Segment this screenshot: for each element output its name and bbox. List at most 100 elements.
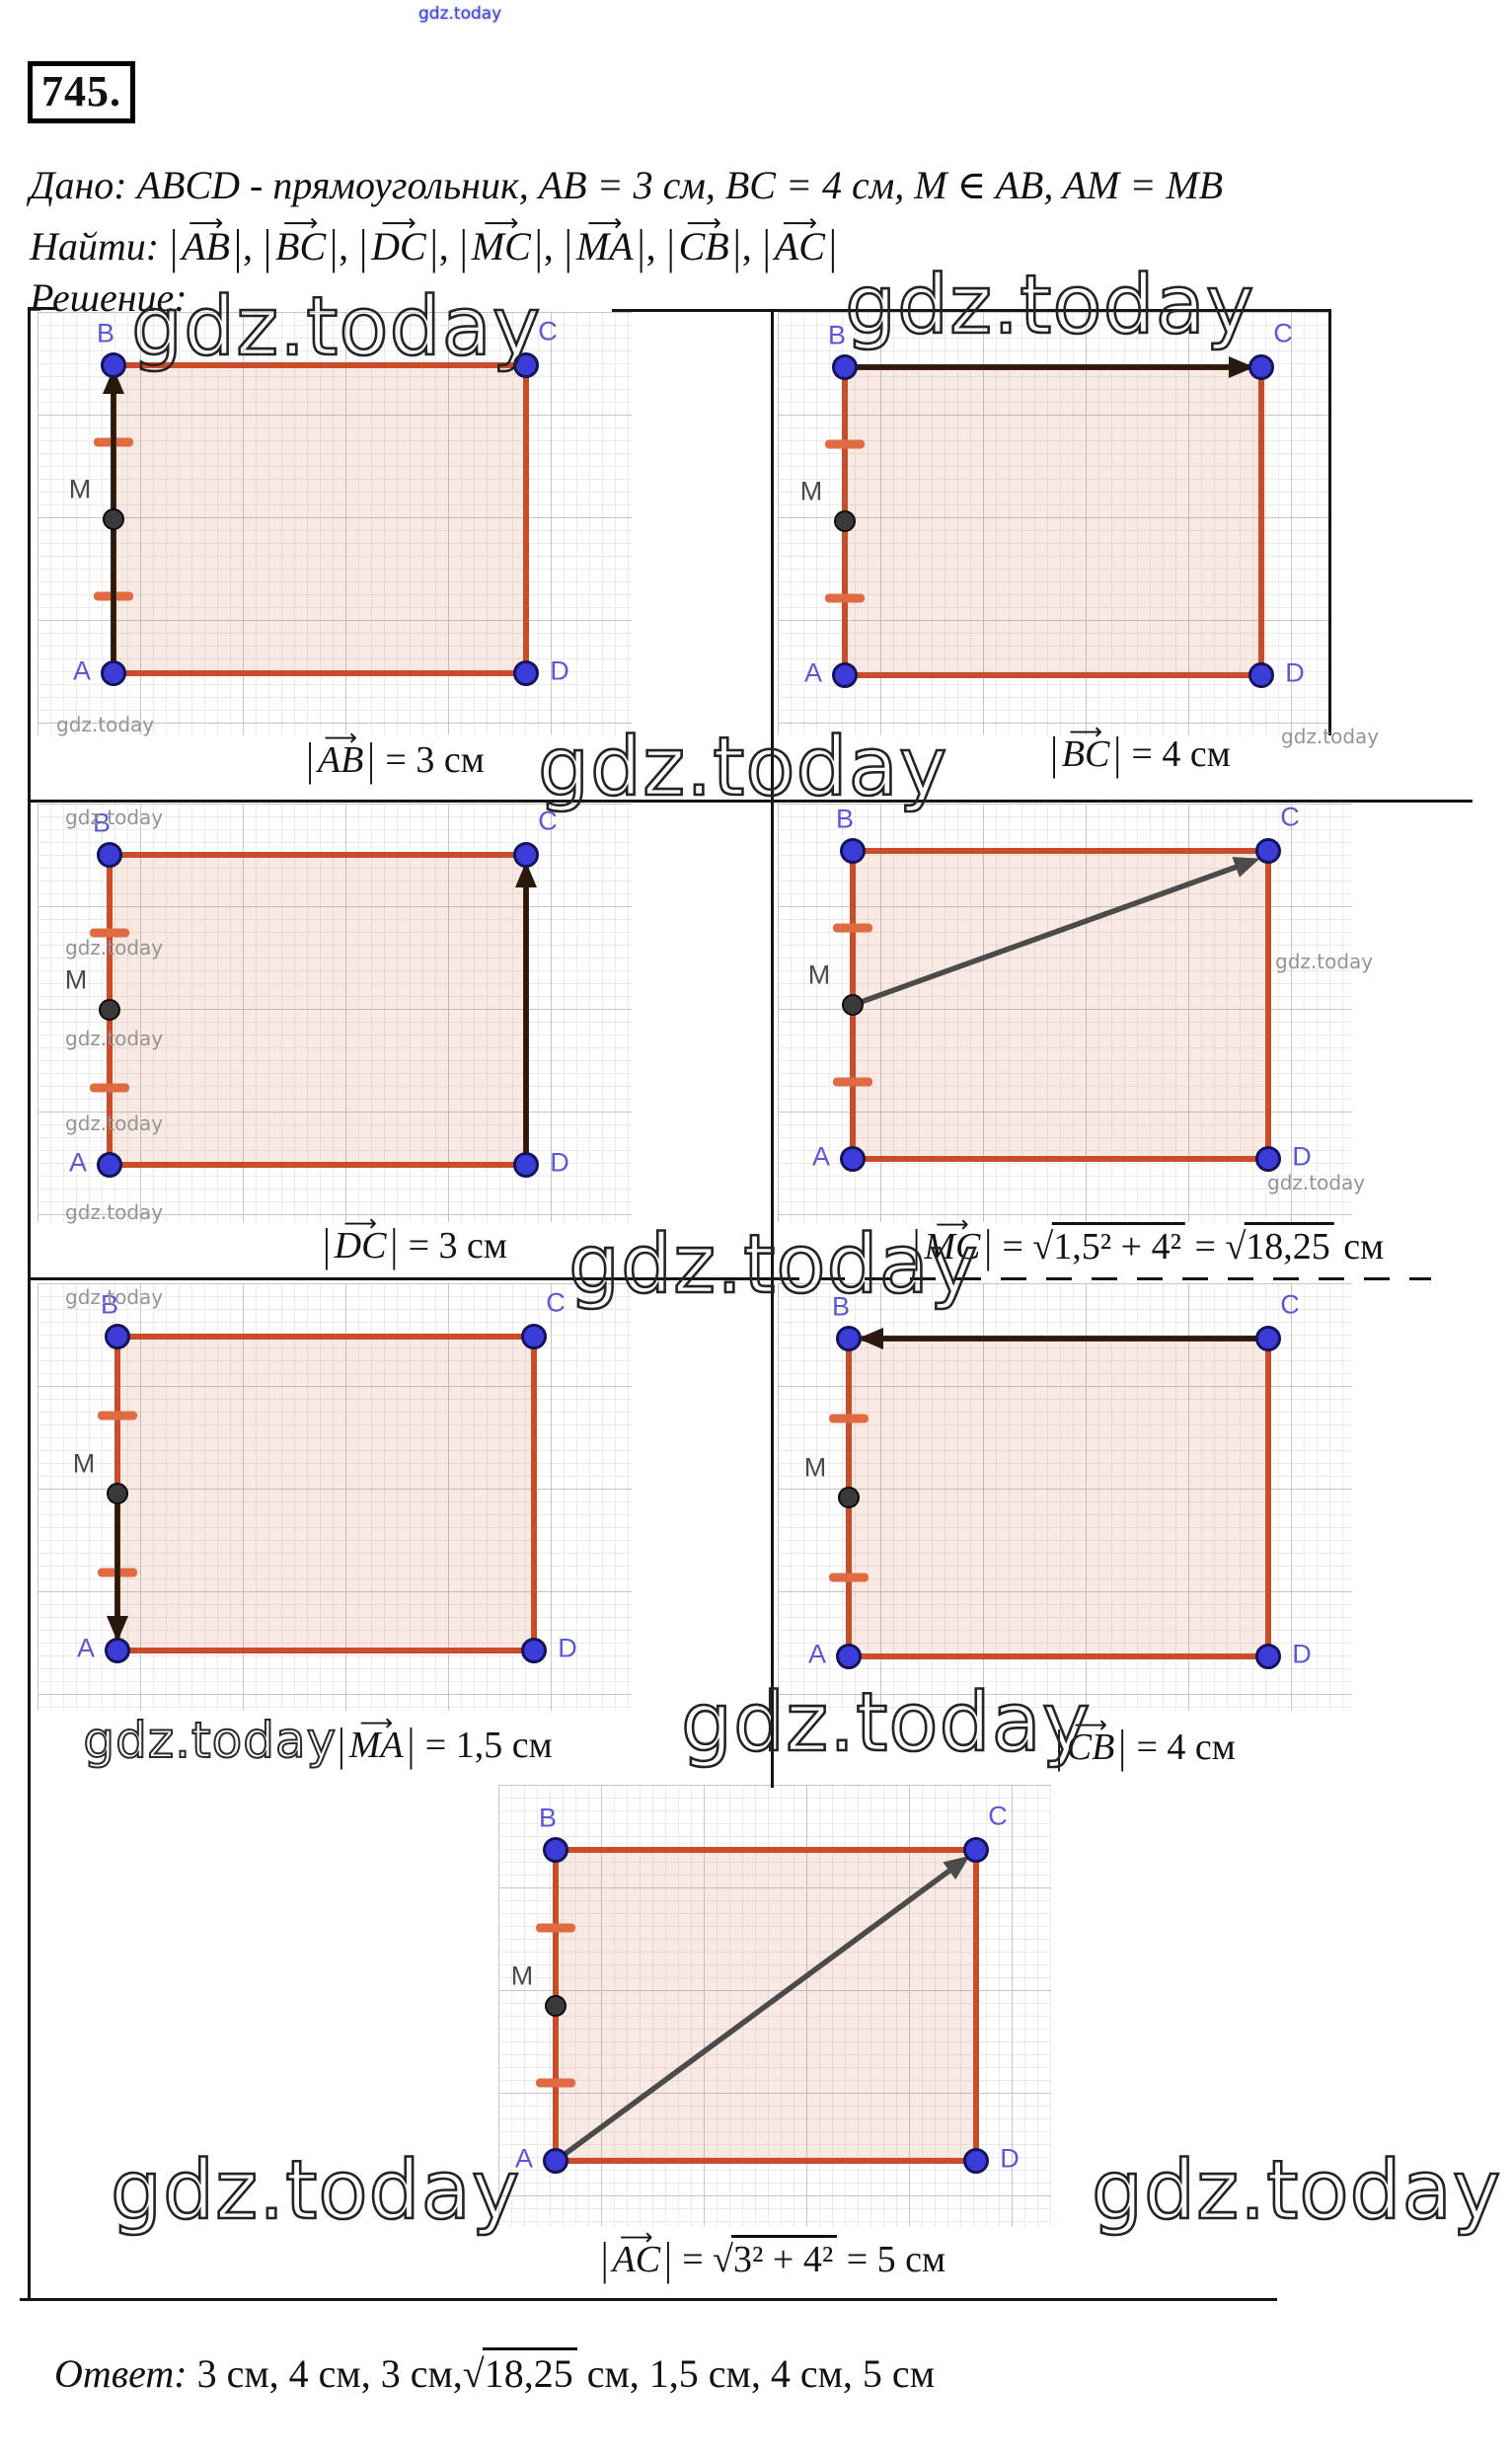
vector-arrow-icon: ⟶: [686, 207, 721, 237]
diagram-rect-AB: [111, 362, 529, 676]
point-D: [963, 2148, 989, 2174]
separator: ,: [339, 224, 359, 269]
point-label-C: C: [538, 316, 558, 346]
caption-CB: | ⟶ CB | = 4 см: [1054, 1711, 1236, 1772]
watermark-small: gdz.today: [65, 1285, 164, 1309]
vector-arrow-icon: ⟶: [782, 207, 818, 237]
given-line: Дано: ABCD - прямоугольник, AB = 3 см, B…: [30, 163, 1224, 207]
point-label-B: B: [831, 1291, 851, 1322]
text: = 4 см: [1121, 733, 1231, 775]
separator: ,: [243, 224, 263, 269]
radicand: 1,5² + 4²: [1051, 1222, 1186, 1268]
tick-mark: [90, 928, 129, 937]
point-label-M: M: [68, 474, 92, 504]
tick-mark: [536, 1923, 575, 1933]
watermark: gdz.today: [1091, 2143, 1502, 2240]
point-C: [513, 842, 539, 868]
square-root: √1,5² + 4²: [1032, 1222, 1186, 1268]
frame-line: [28, 1277, 774, 1280]
modulus-bar: |: [459, 219, 468, 273]
point-label-A: A: [76, 1633, 96, 1663]
modulus-bar: |: [1118, 1722, 1126, 1773]
diagram-rect-DC: [107, 852, 529, 1168]
point-label-D: D: [550, 655, 569, 686]
point-D: [1255, 1146, 1281, 1172]
text: = 3 см: [375, 739, 485, 781]
point-D: [513, 660, 539, 686]
vector-letters: MA: [348, 1725, 404, 1766]
caption-MA: gdz.today| ⟶ MA | = 1,5 см: [82, 1709, 552, 1771]
caption-MC: | ⟶ MC | = √1,5² + 4² = √18,25 см: [912, 1210, 1384, 1271]
vector-name: ⟶ AC: [610, 2223, 664, 2281]
square-root: √18,25: [463, 2347, 577, 2397]
vector-arrow-icon: ⟶: [1074, 1711, 1107, 1739]
modulus-bar: |: [666, 219, 675, 273]
point-D: [1248, 662, 1274, 688]
modulus-bar: |: [912, 1221, 921, 1272]
point-label-D: D: [1000, 2143, 1020, 2174]
watermark-small: gdz.today: [1275, 950, 1374, 973]
watermark: gdz.today: [680, 1675, 1092, 1772]
point-label-M: M: [799, 476, 823, 506]
watermark: gdz.today: [130, 279, 542, 376]
square-root: √3² + 4²: [713, 2235, 838, 2281]
modulus-bar: |: [330, 219, 339, 273]
vector-name: ⟶ MC: [921, 1210, 983, 1268]
modulus-bar: |: [233, 219, 242, 273]
point-A: [105, 1638, 130, 1663]
watermark-small: gdz.today: [56, 713, 155, 736]
point-label-M: M: [72, 1448, 96, 1479]
text: = 4 см: [1126, 1727, 1236, 1768]
point-label-D: D: [1285, 657, 1305, 688]
vector-arrow-icon: ⟶: [282, 207, 319, 237]
vector-letters: MC: [471, 224, 531, 269]
point-A: [543, 2148, 568, 2174]
diagram-grid-CB: [778, 1283, 1352, 1711]
text: =: [672, 2239, 714, 2280]
text: 3 см, 4 см, 3 см,: [187, 2351, 463, 2396]
point-A: [840, 1146, 866, 1172]
point-label-B: B: [100, 1289, 119, 1320]
point-A: [836, 1644, 862, 1669]
vector-letters: DC: [334, 1225, 387, 1267]
watermark: gdz.today: [567, 1217, 979, 1314]
vector-letters: DC: [371, 224, 426, 269]
vector-name: ⟶ BC: [272, 208, 329, 269]
diagram-rect-CB: [846, 1336, 1271, 1659]
point-M: [545, 1994, 567, 2017]
modulus-bar: |: [338, 1720, 345, 1771]
text: = 3 см: [399, 1225, 507, 1267]
separator: ,: [645, 224, 666, 269]
frame-line: [20, 2298, 1277, 2301]
vector-letters: MC: [924, 1226, 981, 1267]
caption-BC: | ⟶ BC | = 4 см: [1049, 718, 1231, 779]
vector-name: ⟶ AC: [772, 208, 828, 269]
diagram-grid-BC: [778, 312, 1328, 735]
text: =: [992, 1226, 1033, 1267]
point-label-B: B: [538, 1803, 558, 1833]
vector-name: ⟶ CB: [676, 208, 732, 269]
vector-name: ⟶ BC: [1059, 718, 1113, 776]
point-A: [832, 662, 858, 688]
point-D: [521, 1638, 547, 1663]
radicand: 3² + 4²: [731, 2235, 838, 2281]
text: см, 1,5 см, 4 см, 5 см: [576, 2351, 935, 2396]
vector-letters: AC: [612, 2239, 661, 2280]
point-label-A: A: [807, 1639, 827, 1669]
point-label-B: B: [96, 318, 115, 348]
modulus-bar: |: [429, 219, 438, 273]
diagram-grid-AB: [38, 312, 632, 735]
tick-mark: [829, 1573, 869, 1581]
radical-icon: √: [462, 2351, 485, 2396]
point-label-C: C: [538, 806, 558, 836]
tick-mark: [90, 1083, 129, 1092]
modulus-bar: |: [600, 2234, 609, 2285]
point-label-D: D: [558, 1633, 577, 1663]
separator: ,: [741, 224, 762, 269]
point-label-A: A: [72, 655, 92, 686]
watermark: gdz.today: [844, 258, 1255, 354]
text: =: [1185, 1226, 1226, 1267]
vector-arrow-icon: ⟶: [359, 1709, 394, 1737]
tick-mark: [833, 1077, 872, 1087]
